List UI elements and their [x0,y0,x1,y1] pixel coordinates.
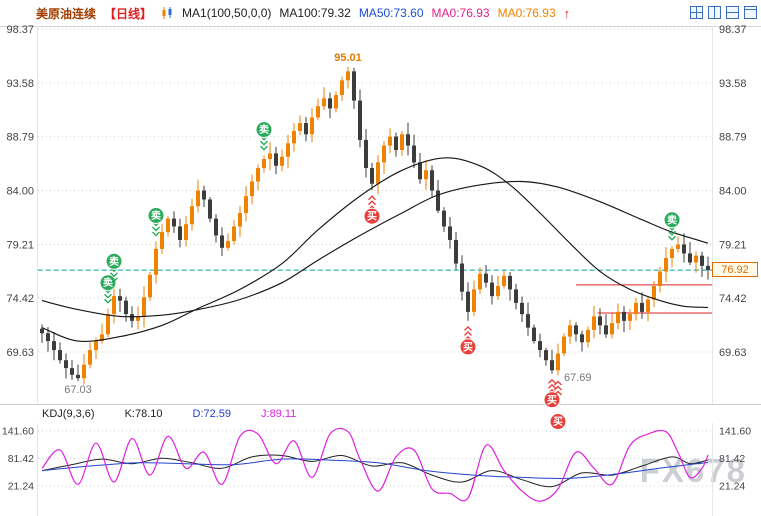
chart-toolbar [690,6,757,19]
signal-marker-sell: 卖 [147,207,165,237]
svg-text:88.79: 88.79 [6,132,34,144]
ma0-value-2: MA0:76.93 [497,6,556,20]
kdj-j-value: J:89.11 [261,408,297,420]
svg-text:买: 买 [367,211,377,223]
svg-text:卖: 卖 [259,123,269,136]
chart-header: 美原油连续 【日线】 MA1(100,50,0,0) MA100:79.32 M… [0,0,761,26]
fx678-watermark: FX678 [639,452,747,489]
last-price-tag: 76.92 [712,262,758,277]
signal-marker-sell: 卖 [105,252,123,283]
svg-text:买: 买 [553,416,563,428]
price-chart[interactable]: 98.37 98.37 93.58 93.58 88.79 88.79 84.00 84.00… [0,24,761,431]
ma0-value-1: MA0:76.93 [431,6,490,20]
svg-text:69.63: 69.63 [719,347,747,359]
signal-marker-buy: 买 [459,325,477,356]
svg-text:98.37: 98.37 [719,24,747,36]
kdj-j-line [41,427,709,502]
signal-marker-sell: 卖 [255,121,273,151]
svg-text:21.24: 21.24 [719,481,745,493]
layout-columns-icon[interactable] [708,6,721,19]
signal-marker-buy: 买 [543,378,561,409]
kdj-axis-grid: 141.60 141.60 81.42 81.42 21.24 21.24 [2,426,751,493]
svg-text:74.42: 74.42 [6,293,34,305]
svg-text:93.58: 93.58 [6,78,34,90]
svg-text:79.21: 79.21 [6,239,34,251]
layout-grid-icon[interactable] [690,6,703,19]
svg-text:卖: 卖 [103,276,113,289]
svg-text:79.21: 79.21 [719,239,747,251]
svg-text:69.63: 69.63 [6,347,34,359]
ma-settings-label: MA1(100,50,0,0) [182,6,272,20]
layout-rows-icon[interactable] [726,6,739,19]
signal-marker-buy: 买 [363,195,381,225]
svg-text:21.24: 21.24 [8,481,34,493]
kdj-title[interactable]: KDJ(9,3,6) [42,408,95,420]
signal-marker-sell: 卖 [663,211,681,241]
svg-text:74.42: 74.42 [719,293,747,305]
price-levels [37,269,712,314]
svg-text:141.60: 141.60 [719,426,751,438]
svg-text:卖: 卖 [667,213,677,226]
svg-text:84.00: 84.00 [6,186,34,198]
kline-icon [160,6,174,20]
svg-text:88.79: 88.79 [719,132,747,144]
svg-text:买: 买 [463,341,473,353]
signal-marker-buy: 买 [549,380,567,431]
ma50-value: MA50:73.60 [358,6,424,20]
svg-text:买: 买 [547,394,557,406]
candlesticks [40,66,710,385]
ma100-line [41,180,709,318]
svg-text:81.42: 81.42 [719,453,745,465]
svg-text:84.00: 84.00 [719,186,747,198]
kdj-d-value: D:72.59 [192,408,232,420]
svg-text:81.42: 81.42 [8,453,34,465]
price-annotation: 67.69 [564,372,592,384]
svg-text:98.37: 98.37 [6,24,34,36]
kdj-indicator-header: KDJ(9,3,6) K:78.10 D:72.59 J:89.11 [0,404,761,423]
svg-text:卖: 卖 [109,255,119,268]
trend-up-arrow-icon: ↑ [563,5,571,21]
instrument-name: 美原油连续 [36,6,97,21]
layout-single-icon[interactable] [744,6,757,19]
kdj-d-line [41,458,709,480]
svg-text:卖: 卖 [151,209,161,222]
ma100-value: MA100:79.32 [279,6,351,20]
kdj-k-value: K:78.10 [124,408,163,420]
kdj-chart[interactable]: 141.60 141.60 81.42 81.42 21.24 21.24 [0,423,761,516]
timeframe-label[interactable]: 【日线】 [104,6,153,21]
svg-text:141.60: 141.60 [2,426,34,438]
svg-text:93.58: 93.58 [719,78,747,90]
price-annotation: 95.01 [334,52,362,64]
price-annotation: 67.03 [64,384,92,396]
ma50-line [41,157,709,343]
